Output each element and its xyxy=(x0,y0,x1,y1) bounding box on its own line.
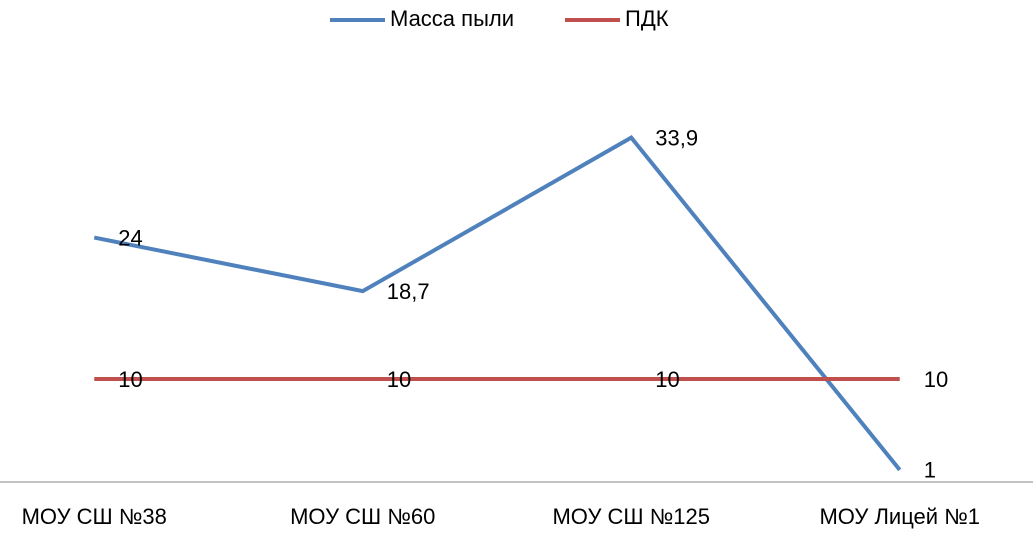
data-label: 1 xyxy=(924,458,936,483)
x-tick-label: МОУ СШ №38 xyxy=(22,504,167,529)
data-label: 33,9 xyxy=(655,125,698,150)
legend-label: ПДК xyxy=(625,6,669,31)
data-label: 10 xyxy=(387,367,411,392)
x-tick-label: МОУ Лицей №1 xyxy=(819,504,980,529)
data-label: 10 xyxy=(655,367,679,392)
data-label: 18,7 xyxy=(387,279,430,304)
x-tick-label: МОУ СШ №60 xyxy=(290,504,435,529)
data-label: 10 xyxy=(118,367,142,392)
series-line xyxy=(93,135,902,472)
x-tick-label: МОУ СШ №125 xyxy=(552,504,710,529)
legend-label: Масса пыли xyxy=(390,6,514,31)
data-label: 24 xyxy=(118,225,142,250)
data-label: 10 xyxy=(924,367,948,392)
